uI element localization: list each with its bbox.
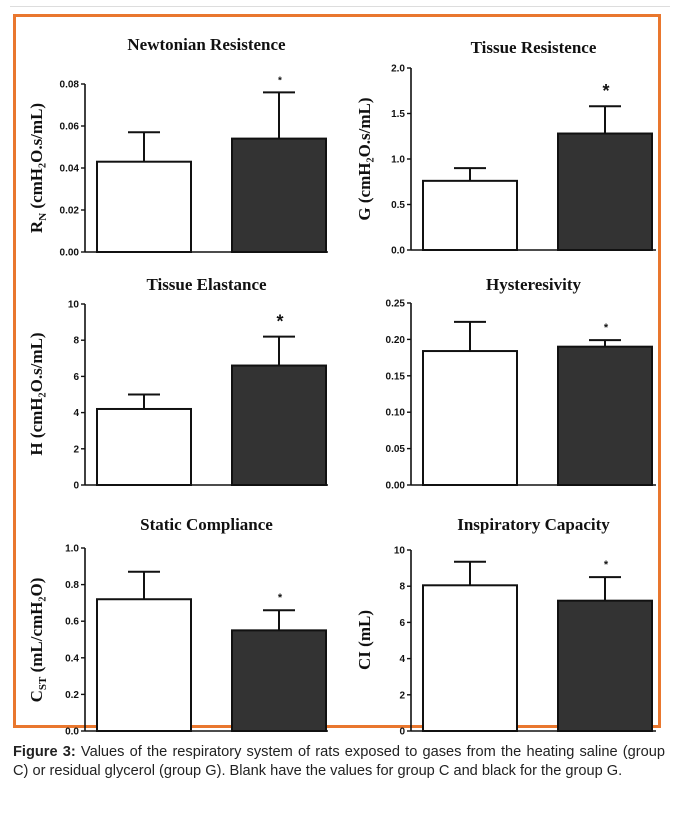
chart-panel-5: Static Compliance CST (mL/cmH₂O) 0.0 0.2 0.4… bbox=[27, 515, 328, 738]
y-tick-label: 6 bbox=[73, 372, 79, 383]
y-tick-label: 0.00 bbox=[386, 481, 406, 492]
chart-panel-4: Hysteresivity 0.00 0.05 0.10 0.15 0.20 0.25 * bbox=[386, 275, 656, 492]
y-tick-label: 0.02 bbox=[60, 206, 80, 217]
y-tick-label: 10 bbox=[68, 300, 80, 311]
bar-G bbox=[231, 137, 327, 254]
y-tick-label: 0.04 bbox=[60, 164, 80, 175]
bar-C bbox=[96, 407, 192, 487]
y-tick-label: 6 bbox=[399, 618, 405, 629]
y-axis-label-main: C bbox=[27, 690, 46, 702]
chart-title: Tissue Elastance bbox=[146, 275, 267, 294]
y-tick-label: 0.10 bbox=[386, 408, 406, 419]
chart-title: Inspiratory Capacity bbox=[457, 515, 610, 534]
y-axis-label: RN (cmH₂O.s/mL) bbox=[27, 103, 49, 233]
y-axis-label-rest: (cmH₂O.s/mL) bbox=[27, 103, 46, 213]
y-tick-label: 2 bbox=[399, 690, 405, 701]
y-tick-label: 0.05 bbox=[386, 444, 406, 455]
bar-G bbox=[557, 599, 653, 732]
significance-marker: * bbox=[604, 322, 609, 334]
y-axis-label-rest: (mL/cmH₂O) bbox=[27, 578, 46, 677]
chart-title: Hysteresivity bbox=[486, 275, 582, 294]
chart-title: Newtonian Resistence bbox=[127, 35, 286, 54]
chart-title: Tissue Resistence bbox=[471, 38, 597, 57]
significance-marker: * bbox=[278, 75, 282, 86]
y-axis-label: CI (mL) bbox=[355, 610, 374, 670]
y-tick-label: 2 bbox=[73, 444, 79, 455]
top-rule bbox=[10, 6, 670, 7]
y-tick-label: 0.25 bbox=[386, 299, 406, 310]
y-tick-label: 1.5 bbox=[391, 109, 405, 120]
bar-G bbox=[557, 132, 653, 252]
y-axis-label: H (cmH₂O.s/mL) bbox=[27, 332, 46, 455]
y-tick-label: 0.08 bbox=[60, 80, 80, 91]
y-tick-label: 8 bbox=[399, 582, 405, 593]
y-tick-label: 0 bbox=[73, 481, 79, 492]
y-tick-label: 0.20 bbox=[386, 335, 406, 346]
significance-marker: * bbox=[602, 81, 609, 101]
y-tick-label: 8 bbox=[73, 336, 79, 347]
y-tick-label: 1.0 bbox=[391, 155, 405, 166]
significance-marker: * bbox=[276, 312, 283, 332]
y-tick-label: 0.5 bbox=[391, 200, 405, 211]
significance-marker: * bbox=[604, 559, 609, 571]
y-axis-label: CST (mL/cmH₂O) bbox=[27, 578, 49, 703]
y-tick-label: 4 bbox=[399, 654, 405, 665]
y-tick-label: 0.00 bbox=[60, 248, 80, 259]
y-tick-label: 0.4 bbox=[65, 653, 79, 664]
y-tick-label: 0.8 bbox=[65, 580, 79, 591]
bar-G bbox=[231, 364, 327, 487]
chart-panel-1: Newtonian Resistence RN (cmH₂O.s/mL) 0.00 0… bbox=[27, 35, 328, 259]
bar-C bbox=[96, 598, 192, 732]
y-axis-label-main: G (cmH₂O.s/mL) bbox=[355, 97, 374, 220]
bar-C bbox=[422, 350, 518, 486]
y-tick-label: 4 bbox=[73, 408, 79, 419]
y-tick-label: 0.6 bbox=[65, 617, 79, 628]
chart-panel-2: Tissue Resistence G (cmH₂O.s/mL) 0.0 0.5 1.0… bbox=[355, 38, 656, 257]
y-tick-label: 0.0 bbox=[391, 246, 405, 257]
figure-caption: Figure 3: Values of the respiratory syst… bbox=[13, 743, 665, 781]
bar-C bbox=[422, 584, 518, 732]
chart-panel-6: Inspiratory Capacity CI (mL) 0 2 4 6 8 10 * bbox=[355, 515, 656, 738]
y-axis-label-subscript: ST bbox=[37, 676, 49, 690]
significance-marker: * bbox=[278, 592, 283, 604]
bar-C bbox=[96, 160, 192, 253]
chart-panel-3: Tissue Elastance H (cmH₂O.s/mL) 0 2 4 6 8 10 * bbox=[27, 275, 328, 492]
y-tick-label: 0 bbox=[399, 727, 405, 738]
y-tick-label: 2.0 bbox=[391, 64, 405, 75]
chart-title: Static Compliance bbox=[140, 515, 273, 534]
caption-text: Values of the respiratory system of rats… bbox=[13, 744, 665, 779]
y-tick-label: 0.15 bbox=[386, 371, 406, 382]
caption-label: Figure 3: bbox=[13, 744, 76, 760]
y-tick-label: 0.0 bbox=[65, 727, 79, 738]
y-tick-label: 10 bbox=[394, 546, 406, 557]
y-axis-label-main: H (cmH₂O.s/mL) bbox=[27, 332, 46, 455]
bar-C bbox=[422, 179, 518, 251]
y-tick-label: 0.06 bbox=[60, 122, 80, 133]
bar-G bbox=[557, 345, 653, 486]
bar-G bbox=[231, 629, 327, 732]
y-axis-label-main: R bbox=[27, 220, 46, 233]
y-axis-label: G (cmH₂O.s/mL) bbox=[355, 97, 374, 220]
y-tick-label: 0.2 bbox=[65, 690, 79, 701]
y-axis-label-main: CI (mL) bbox=[355, 610, 374, 670]
y-axis-label-subscript: N bbox=[37, 213, 49, 221]
y-tick-label: 1.0 bbox=[65, 544, 79, 555]
